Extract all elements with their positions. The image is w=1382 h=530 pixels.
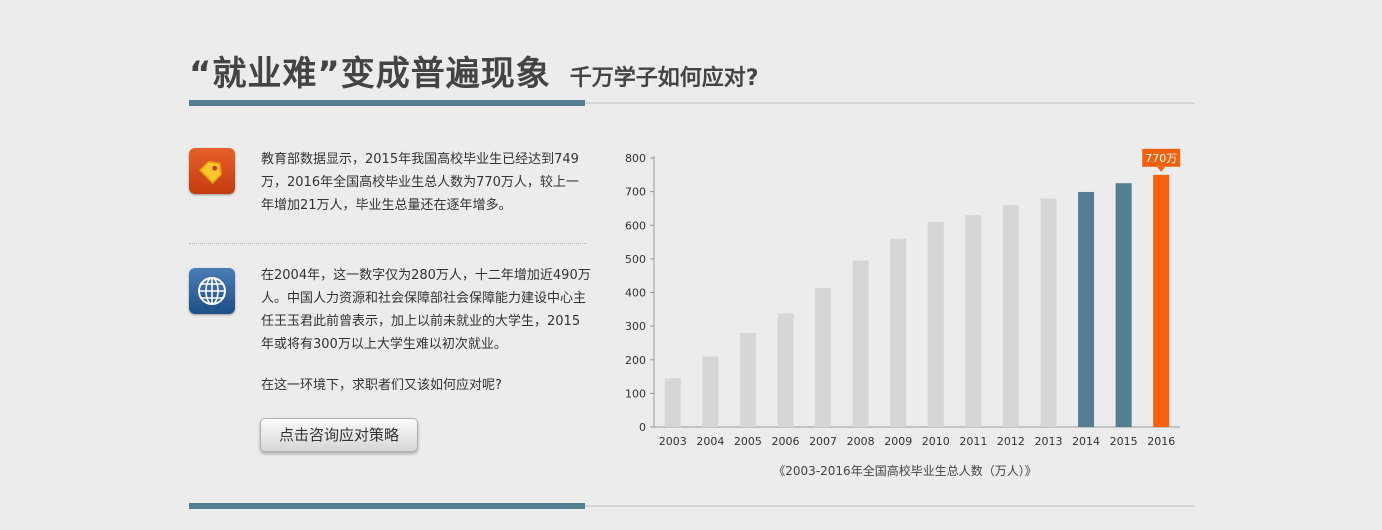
value-callout-label: 770万 xyxy=(1145,152,1177,165)
x-tick-label: 2005 xyxy=(734,435,762,448)
page-header: “就业难”变成普遍现象 千万学子如何应对? xyxy=(189,46,759,95)
bar-2008 xyxy=(852,260,869,427)
x-tick-label: 2012 xyxy=(997,435,1025,448)
x-tick-label: 2016 xyxy=(1147,435,1175,448)
header-divider xyxy=(189,102,1195,104)
x-tick-label: 2011 xyxy=(959,435,987,448)
y-tick-label: 200 xyxy=(625,354,646,367)
bar-2004 xyxy=(702,356,719,427)
bar-2013 xyxy=(1040,198,1057,427)
chart-caption: 《2003-2016年全国高校毕业生总人数（万人）》 xyxy=(773,464,1037,478)
feature-text-graduates: 教育部数据显示，2015年我国高校毕业生已经达到749万，2016年全国高校毕业… xyxy=(261,152,579,213)
section-divider xyxy=(189,243,587,244)
header-accent-bar xyxy=(189,100,585,106)
page-title: “就业难”变成普遍现象 xyxy=(189,54,551,94)
x-tick-label: 2014 xyxy=(1072,435,1100,448)
consult-strategy-button[interactable]: 点击咨询应对策略 xyxy=(260,418,418,452)
x-tick-label: 2007 xyxy=(809,435,837,448)
y-tick-label: 600 xyxy=(625,219,646,232)
x-tick-label: 2009 xyxy=(884,435,912,448)
question-text: 在这一环境下，求职者们又该如何应对呢? xyxy=(261,378,502,393)
globe-icon xyxy=(189,268,235,314)
x-tick-label: 2013 xyxy=(1035,435,1063,448)
footer-divider xyxy=(189,505,1195,507)
y-tick-label: 400 xyxy=(625,287,646,300)
bar-2010 xyxy=(927,221,944,427)
bar-2009 xyxy=(890,238,907,427)
footer-accent-bar xyxy=(189,503,585,509)
bar-2012 xyxy=(1002,205,1019,427)
bar-2006 xyxy=(777,313,794,427)
bar-2011 xyxy=(965,215,982,427)
y-tick-label: 700 xyxy=(625,186,646,199)
y-tick-label: 500 xyxy=(625,253,646,266)
page-subtitle: 千万学子如何应对? xyxy=(569,66,759,91)
y-tick-label: 300 xyxy=(625,320,646,333)
bar-2005 xyxy=(739,332,756,427)
x-tick-label: 2006 xyxy=(772,435,800,448)
value-callout-box xyxy=(1142,148,1181,167)
bar-2007 xyxy=(815,288,832,427)
y-tick-label: 0 xyxy=(639,421,646,434)
bar-2015 xyxy=(1115,183,1132,427)
bar-2003 xyxy=(664,378,681,427)
x-tick-label: 2004 xyxy=(696,435,724,448)
feature-text-trend: 在2004年，这一数字仅为280万人，十二年增加近490万人。中国人力资源和社会… xyxy=(261,268,591,352)
bar-2016 xyxy=(1153,174,1170,427)
x-tick-label: 2010 xyxy=(922,435,950,448)
graduates-bar-chart: 0 100 200 300 400 500 600 700 800 2003 2004 2005 200… xyxy=(625,148,1181,448)
x-tick-label: 2003 xyxy=(659,435,687,448)
x-tick-label: 2015 xyxy=(1110,435,1138,448)
y-tick-label: 100 xyxy=(625,387,646,400)
x-tick-label: 2008 xyxy=(847,435,875,448)
value-callout-pointer xyxy=(1157,166,1166,172)
y-tick-label: 800 xyxy=(625,152,646,165)
price-tag-icon xyxy=(189,148,235,194)
bar-2014 xyxy=(1078,191,1095,427)
